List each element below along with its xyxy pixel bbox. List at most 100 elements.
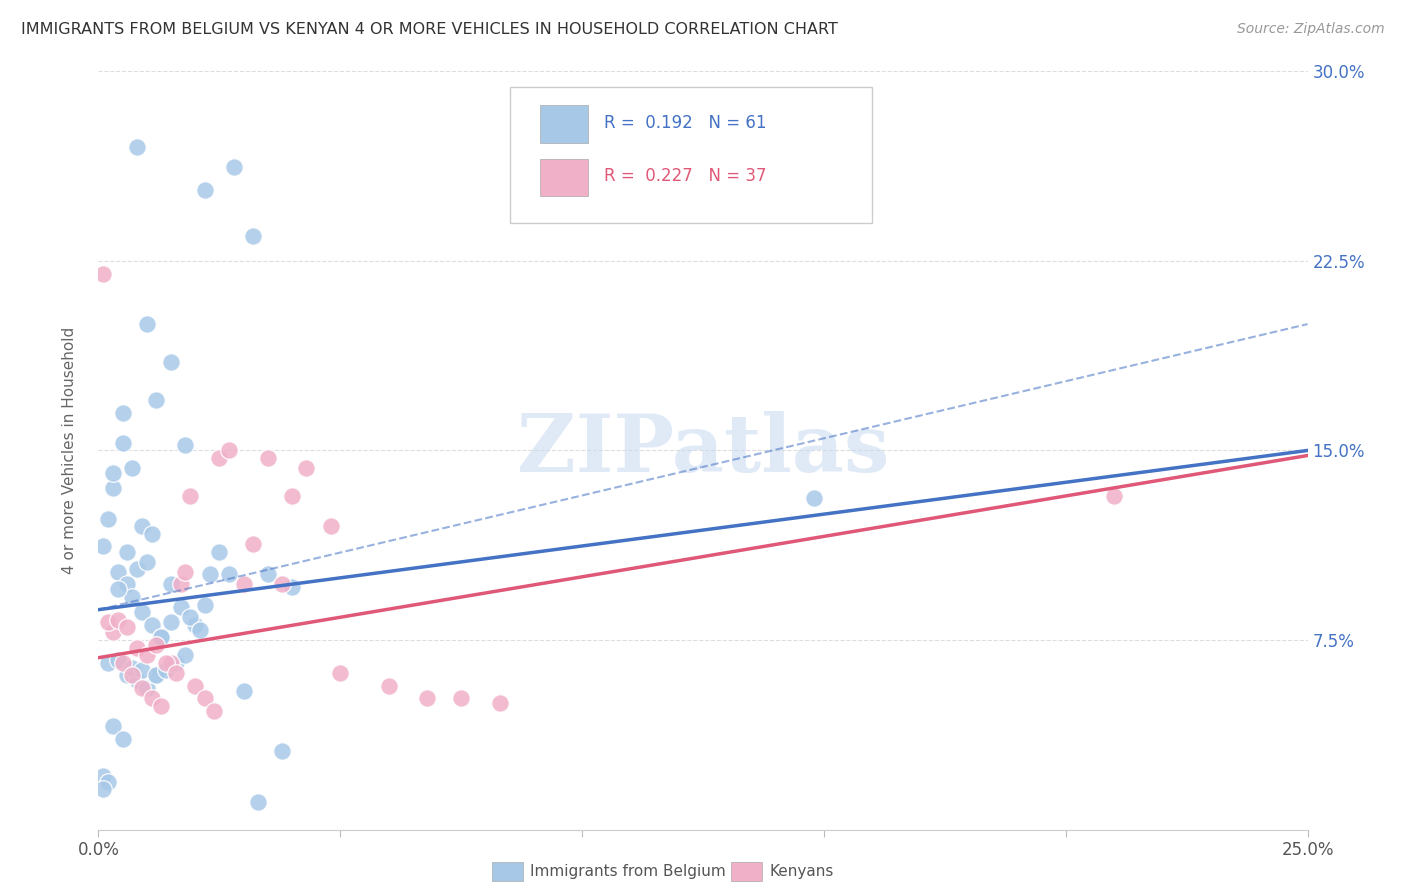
Point xyxy=(194,183,217,197)
Text: ZIPatlas: ZIPatlas xyxy=(517,411,889,490)
Point xyxy=(101,467,124,481)
Point xyxy=(101,719,124,733)
Point xyxy=(165,665,187,680)
Point xyxy=(218,567,240,582)
Point xyxy=(165,656,187,670)
Point xyxy=(174,648,197,662)
Point xyxy=(184,678,207,692)
Point xyxy=(111,405,134,420)
Text: Immigrants from Belgium: Immigrants from Belgium xyxy=(530,864,725,879)
Point xyxy=(107,653,129,667)
Point xyxy=(256,451,278,466)
Point xyxy=(198,567,221,582)
Point xyxy=(107,613,129,627)
Y-axis label: 4 or more Vehicles in Household: 4 or more Vehicles in Household xyxy=(62,326,77,574)
Point xyxy=(179,610,201,624)
FancyBboxPatch shape xyxy=(509,87,872,223)
Point xyxy=(208,451,231,466)
Point xyxy=(281,580,304,594)
Point xyxy=(97,512,120,526)
Point xyxy=(169,577,191,591)
Text: Kenyans: Kenyans xyxy=(769,864,834,879)
Point xyxy=(91,782,114,797)
Point xyxy=(145,668,167,682)
Point xyxy=(117,544,139,558)
Point xyxy=(242,228,264,243)
Point xyxy=(91,540,114,554)
Point xyxy=(450,691,472,706)
Point xyxy=(91,769,114,784)
Point xyxy=(155,656,177,670)
Point xyxy=(141,526,163,541)
Point xyxy=(97,615,120,630)
FancyBboxPatch shape xyxy=(540,105,588,144)
Point xyxy=(117,577,139,591)
Point xyxy=(150,631,173,645)
Point xyxy=(135,648,157,662)
Point xyxy=(131,664,153,678)
Point xyxy=(1102,489,1125,503)
Point xyxy=(150,698,173,713)
Point xyxy=(271,577,294,591)
Point xyxy=(184,617,207,632)
Point xyxy=(135,681,157,695)
Point xyxy=(127,140,149,154)
Point xyxy=(232,683,254,698)
Point xyxy=(97,656,120,670)
Point xyxy=(121,461,143,475)
Point xyxy=(150,631,173,645)
Point xyxy=(141,691,163,706)
Text: R =  0.192   N = 61: R = 0.192 N = 61 xyxy=(603,114,766,132)
Point xyxy=(145,392,167,407)
Point xyxy=(174,565,197,579)
Point xyxy=(111,436,134,450)
Point xyxy=(107,582,129,597)
Point xyxy=(377,678,399,692)
Point xyxy=(204,704,226,718)
Point xyxy=(145,668,167,682)
Point xyxy=(127,640,149,655)
Point xyxy=(111,656,134,670)
Point xyxy=(101,482,124,496)
Point xyxy=(135,555,157,569)
FancyBboxPatch shape xyxy=(540,159,588,196)
Point xyxy=(160,577,183,591)
Point xyxy=(169,600,191,615)
Point xyxy=(489,696,512,710)
Point xyxy=(141,617,163,632)
Point xyxy=(121,590,143,604)
Point xyxy=(256,567,278,582)
Point xyxy=(121,668,143,682)
Point xyxy=(107,565,129,579)
Point xyxy=(91,267,114,281)
Point xyxy=(117,668,139,682)
Point xyxy=(174,438,197,452)
Point xyxy=(194,691,217,706)
Point xyxy=(131,681,153,695)
Text: Source: ZipAtlas.com: Source: ZipAtlas.com xyxy=(1237,22,1385,37)
Point xyxy=(160,656,183,670)
Point xyxy=(127,562,149,576)
Point xyxy=(329,665,352,680)
Point xyxy=(281,489,304,503)
Point xyxy=(242,537,264,551)
Point xyxy=(160,615,183,630)
Point xyxy=(131,605,153,619)
Point xyxy=(145,638,167,652)
Point xyxy=(295,461,318,475)
Point xyxy=(222,161,245,175)
Point xyxy=(97,774,120,789)
Point xyxy=(135,317,157,331)
Point xyxy=(271,744,294,758)
Point xyxy=(416,691,439,706)
Text: R =  0.227   N = 37: R = 0.227 N = 37 xyxy=(603,167,766,185)
Point xyxy=(188,623,211,637)
Point xyxy=(319,519,342,533)
Point xyxy=(247,795,270,809)
Point xyxy=(131,519,153,533)
Point xyxy=(111,731,134,746)
Point xyxy=(232,577,254,591)
Point xyxy=(179,489,201,503)
Point xyxy=(218,443,240,458)
Point xyxy=(101,625,124,640)
